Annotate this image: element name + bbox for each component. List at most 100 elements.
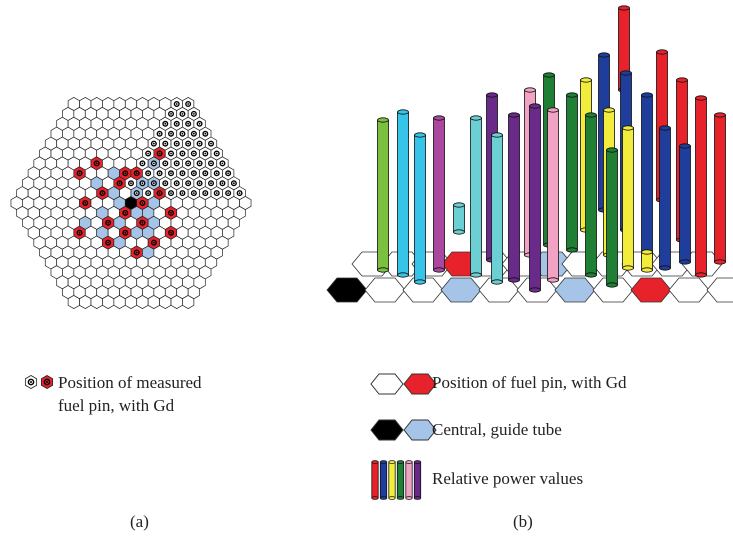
measured-pin-dot — [175, 142, 178, 145]
measured-pin-dot — [238, 192, 241, 195]
power-bar-blue — [679, 143, 691, 265]
power-bar-pink — [547, 107, 559, 283]
measured-pin-dot — [192, 192, 195, 195]
floor-hex — [706, 277, 733, 303]
measured-pin-dot — [204, 152, 207, 155]
measured-pin-dot — [170, 172, 172, 175]
measured-pin-dot — [187, 162, 190, 165]
measured-pin-dot — [170, 212, 172, 214]
measured-pin-dot — [152, 162, 155, 165]
power-bar-cyan — [397, 109, 409, 278]
measured-pin-dot — [152, 142, 155, 145]
floor-hex — [668, 277, 710, 303]
fuel-assembly-map — [10, 96, 252, 310]
fuel-pin-icon — [370, 373, 404, 395]
measured-pin-dot — [204, 192, 207, 195]
power-distribution-3d — [326, 5, 733, 303]
measured-pin-dot — [175, 103, 178, 105]
measured-pin-dot — [215, 172, 218, 175]
measured-pin-dot — [118, 182, 121, 185]
measured-pin-dot — [192, 152, 195, 155]
central-tube-icon — [370, 419, 404, 441]
measured-pin-dot — [78, 172, 81, 175]
power-bar-cyan — [414, 132, 426, 285]
measured-pin-dot — [164, 182, 167, 185]
measured-pin-dot — [204, 132, 207, 135]
measured-pin-dot — [221, 162, 224, 165]
measured-pin-dot — [135, 192, 138, 195]
measured-pin-dot — [215, 152, 218, 155]
measured-pin-dot — [198, 122, 201, 125]
measured-pin-dot — [210, 182, 212, 185]
measured-pin-dot — [187, 142, 190, 145]
power-bar-red — [714, 112, 726, 265]
measured-pin-dot — [164, 162, 167, 165]
measured-pin-dot — [135, 251, 138, 254]
measured-pin-dot — [175, 182, 178, 185]
fuel-pin-with-gd-icon — [403, 373, 437, 395]
measured-pin-dot — [210, 162, 212, 165]
measured-pin-dot — [227, 192, 230, 195]
measured-pin-dot — [170, 113, 172, 115]
power-bar-green — [585, 112, 597, 278]
measured-pin-dot — [141, 202, 144, 204]
measured-pin-dot — [107, 221, 110, 224]
measured-pin-with-gd-icon — [40, 375, 54, 389]
measured-pin-dot — [192, 132, 195, 135]
measured-pin-dot — [124, 231, 127, 234]
measured-pin-dot — [192, 172, 195, 175]
measured-pin-dot — [141, 162, 144, 165]
hex-cell — [239, 195, 252, 211]
power-bar-teal — [491, 132, 503, 285]
guide-tube-icon — [403, 419, 437, 441]
floor-hex-gd — [630, 277, 672, 303]
measured-pin-dot — [192, 113, 195, 115]
legend-fuel-pin-text: Position of fuel pin, with Gd — [432, 373, 627, 392]
measured-pin-dot — [158, 152, 161, 155]
measured-pin-dot — [232, 182, 235, 185]
power-bar-blue — [659, 125, 671, 271]
power-bar-purple — [529, 103, 541, 293]
floor-hex-guide — [554, 277, 596, 303]
measured-pin-dot — [158, 192, 161, 195]
panel-a-legend-line1: Position of measured — [58, 373, 202, 392]
measured-pin-dot — [198, 162, 201, 165]
floor-hex — [364, 277, 406, 303]
measured-pin-dot — [78, 231, 81, 234]
power-bar-teal — [470, 115, 482, 278]
measured-pin-dot — [181, 152, 184, 155]
measured-pin-dot — [227, 172, 230, 175]
panel-a-label: (a) — [130, 512, 149, 531]
measured-pin-dot — [181, 132, 184, 135]
panel-a-legend: Position of measured fuel pin, with Gd — [24, 373, 202, 415]
measured-pin-dot — [107, 241, 110, 244]
measured-pin-dot — [170, 132, 172, 135]
measured-pin-dot — [130, 182, 132, 185]
power-bar-yellow — [641, 249, 653, 273]
legend-power-values-text: Relative power values — [432, 469, 583, 488]
measured-pin-dot — [152, 241, 155, 244]
measured-pin-dot — [164, 122, 167, 125]
measured-pin-dot — [170, 152, 172, 155]
power-bar-green — [606, 147, 618, 288]
power-bar-blue — [641, 92, 653, 263]
floor-hex-guide — [440, 277, 482, 303]
measured-pin-icon — [24, 375, 38, 389]
measured-pin-dot — [124, 212, 127, 214]
measured-pin-dot — [152, 182, 155, 185]
power-bar-teal — [453, 202, 465, 235]
measured-pin-dot — [181, 113, 184, 115]
measured-pin-dot — [170, 192, 172, 195]
panel-b-label: (b) — [513, 512, 533, 531]
floor-hex-central — [326, 277, 368, 303]
panel-a-legend-line2: fuel pin, with Gd — [58, 396, 175, 415]
measured-pin-dot — [124, 172, 127, 175]
measured-pin-dot — [164, 142, 167, 145]
power-bar-green — [566, 92, 578, 253]
measured-pin-dot — [198, 142, 201, 145]
legend-guide-tube-text: Central, guide tube — [432, 420, 562, 439]
measured-pin-dot — [135, 172, 138, 175]
measured-pin-dot — [198, 182, 201, 185]
measured-pin-dot — [141, 221, 144, 224]
